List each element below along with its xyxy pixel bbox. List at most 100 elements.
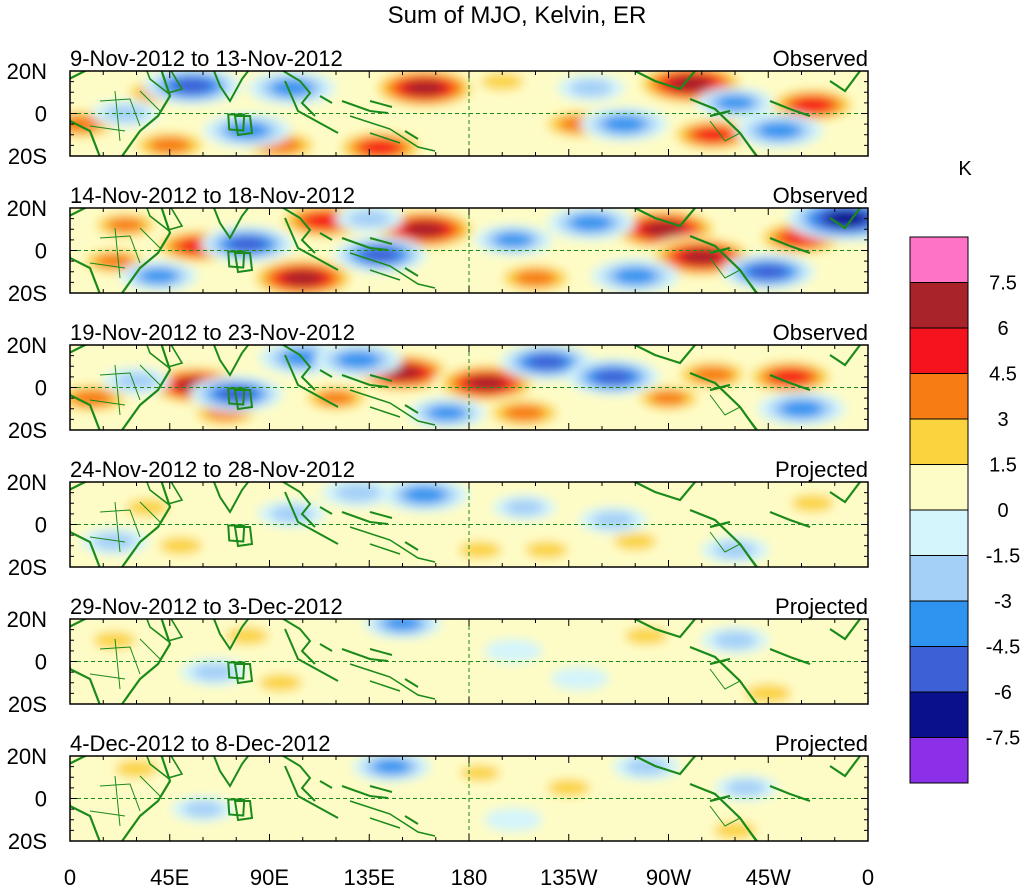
panel-status: Projected	[775, 594, 868, 619]
tick-marks	[69, 755, 869, 842]
colorbar-level-label: 7.5	[989, 273, 1017, 295]
colorbar-swatch	[909, 691, 969, 738]
colorbar-level-label: 3	[997, 409, 1008, 431]
y-tick-label: 20N	[7, 59, 47, 84]
x-tick-label: 90W	[646, 865, 691, 889]
anomaly-contour	[427, 405, 466, 421]
map-panel: 24-Nov-2012 to 28-Nov-2012 Projected 20N 0 2…	[7, 457, 869, 580]
anomaly-contour	[726, 779, 766, 796]
panel-date-range: 24-Nov-2012 to 28-Nov-2012	[70, 457, 355, 482]
y-tick-label: 20S	[8, 829, 47, 854]
x-tick-label: 45W	[746, 865, 791, 889]
x-tick-label: 135E	[344, 865, 395, 889]
anomaly-contour	[525, 541, 569, 559]
anomaly-contour	[404, 80, 445, 96]
anomaly-contour	[126, 498, 170, 517]
y-tick-label: 20S	[8, 692, 47, 717]
anomaly-contour	[148, 137, 192, 154]
anomaly-contour	[171, 78, 212, 94]
anomaly-contour	[336, 351, 380, 369]
colorbar: 7.5 6 4.5 3 1.5 0 -1.5 -3 -4.5 -6 -7.5	[909, 236, 1020, 784]
anomaly-contour	[183, 801, 223, 818]
anomaly-contour	[649, 390, 688, 406]
anomaly-contour	[159, 537, 203, 555]
colorbar-swatch	[909, 737, 969, 784]
anomaly-contour	[404, 221, 445, 238]
x-tick-label: 180	[451, 865, 488, 889]
anomaly-contour	[347, 210, 391, 228]
anomaly-contour	[317, 390, 355, 406]
anomaly-contour	[228, 236, 267, 252]
tick-marks	[69, 207, 869, 294]
y-tick-label: 0	[35, 376, 47, 401]
anomaly-contour	[791, 494, 835, 512]
colorbar-level-label: 4.5	[989, 364, 1017, 386]
anomaly-contour	[467, 375, 507, 391]
anomaly-contour	[351, 675, 410, 699]
anomaly-contour	[103, 104, 147, 123]
anomaly-contour	[504, 499, 545, 516]
colorbar-level-label: -4.5	[986, 637, 1020, 659]
y-tick-label: 0	[35, 650, 47, 675]
colorbar-level-label: -3	[994, 591, 1012, 613]
y-tick-label: 0	[35, 787, 47, 812]
anomaly-contour	[403, 486, 446, 504]
y-tick-label: 20N	[7, 196, 47, 221]
anomaly-contour	[669, 75, 712, 92]
x-tick-label: 0	[64, 865, 76, 889]
panel-status: Projected	[775, 457, 868, 482]
anomaly-contour	[460, 764, 500, 782]
anomaly-contour	[713, 631, 757, 649]
anomaly-contour	[716, 95, 754, 111]
panel-status: Observed	[773, 46, 868, 71]
anomaly-contour	[92, 631, 136, 649]
anomaly-contour	[225, 627, 269, 645]
anomaly-contour	[139, 268, 178, 284]
anomaly-contour	[115, 372, 158, 390]
anomaly-contour	[642, 221, 686, 238]
panel-status: Observed	[773, 320, 868, 345]
anomaly-contour	[693, 127, 732, 143]
colorbar-swatch	[909, 373, 969, 420]
map-panel: 19-Nov-2012 to 23-Nov-2012 Observed 20N 0 20…	[7, 320, 869, 443]
y-tick-label: 20N	[7, 333, 47, 358]
y-tick-label: 20N	[7, 607, 47, 632]
anomaly-contour	[106, 217, 145, 233]
y-tick-label: 20N	[7, 744, 47, 769]
colorbar-swatch	[909, 509, 969, 556]
anomaly-contour	[503, 404, 546, 422]
panel-status: Observed	[773, 183, 868, 208]
anomaly-contour	[624, 627, 668, 645]
y-tick-label: 20S	[8, 281, 47, 306]
colorbar-swatch	[909, 646, 969, 693]
y-tick-label: 0	[35, 239, 47, 264]
anomaly-contour	[480, 73, 524, 91]
colorbar-level-label: -7.5	[986, 728, 1020, 750]
anomaly-contour	[303, 212, 346, 229]
anomaly-contour	[569, 214, 613, 232]
y-tick-label: 0	[35, 513, 47, 538]
colorbar-level-label: 1.5	[989, 455, 1017, 477]
anomaly-contour	[569, 79, 613, 97]
map-panel: 9-Nov-2012 to 13-Nov-2012 Observed 20N 0 20S	[7, 46, 869, 169]
anomaly-contour	[383, 619, 422, 631]
anomaly-contour	[527, 354, 566, 370]
x-tick-label: 0	[862, 865, 874, 889]
anomaly-contour	[361, 247, 400, 263]
anomaly-contour	[70, 115, 103, 133]
x-tick-label: 45E	[150, 865, 189, 889]
colorbar-level-label: -6	[994, 682, 1012, 704]
anomaly-contour	[335, 483, 382, 502]
anomaly-contour	[270, 505, 314, 523]
anomaly-contour	[494, 232, 533, 248]
chart-title: Sum of MJO, Kelvin, ER	[388, 2, 647, 29]
tick-marks	[69, 481, 869, 568]
x-tick-label: 135W	[540, 865, 598, 889]
anomaly-contour	[92, 532, 136, 551]
y-tick-label: 20N	[7, 470, 47, 495]
y-tick-label: 20S	[8, 555, 47, 580]
anomaly-contour	[282, 270, 324, 286]
map-panel: 29-Nov-2012 to 3-Dec-2012 Projected 20N 0 20…	[7, 594, 869, 717]
anomaly-contour	[192, 663, 236, 681]
panel-date-range: 4-Dec-2012 to 8-Dec-2012	[70, 731, 330, 756]
